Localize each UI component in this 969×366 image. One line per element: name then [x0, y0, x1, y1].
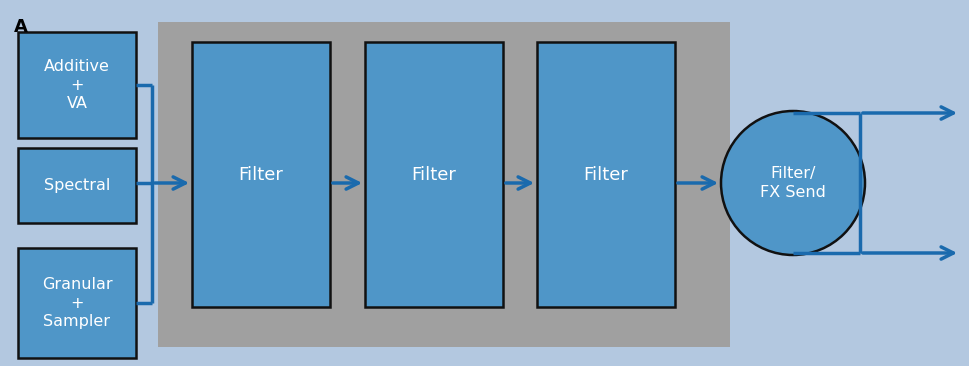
Bar: [18, 148, 136, 223]
Text: Filter: Filter: [411, 165, 456, 183]
Bar: [192, 42, 329, 307]
Bar: [18, 248, 136, 358]
Bar: [18, 32, 136, 138]
Text: Additive
+
VA: Additive + VA: [44, 59, 109, 111]
Text: Filter: Filter: [238, 165, 283, 183]
Text: Filter/
FX Send: Filter/ FX Send: [760, 166, 825, 200]
Text: A: A: [14, 18, 28, 36]
Bar: [364, 42, 503, 307]
Text: Granular
+
Sampler: Granular + Sampler: [42, 277, 112, 329]
Text: Filter: Filter: [583, 165, 628, 183]
Bar: [158, 22, 730, 347]
Ellipse shape: [720, 111, 864, 255]
Bar: [537, 42, 674, 307]
Text: Spectral: Spectral: [44, 178, 110, 193]
